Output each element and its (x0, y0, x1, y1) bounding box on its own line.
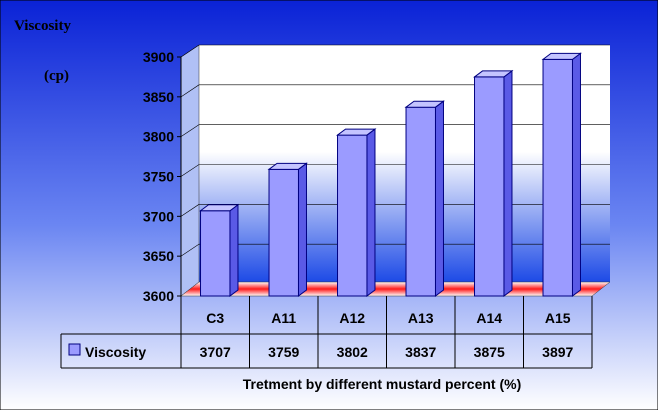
bar-front (542, 58, 573, 297)
bar-top (267, 162, 308, 170)
x-tick-label: A13 (408, 310, 434, 326)
x-tick-label: A14 (476, 310, 502, 326)
bar-A14 (473, 69, 514, 297)
bar-front (268, 168, 299, 297)
gridline (180, 164, 610, 177)
data-label: 3875 (474, 344, 505, 360)
bar-A11 (267, 162, 308, 297)
bar-top (473, 70, 514, 78)
legend-label: Viscosity (85, 344, 146, 360)
y-tick-label: 3900 (143, 49, 174, 65)
x-tick-label: A15 (545, 310, 571, 326)
bar-side (571, 52, 581, 297)
gridline (180, 124, 610, 137)
x-axis-label: Tretment by different mustard percent (%… (243, 376, 522, 392)
bar-side (297, 162, 307, 297)
data-label: 3802 (337, 344, 368, 360)
data-label: 3897 (542, 344, 573, 360)
bar-front (405, 106, 436, 297)
bar-side (503, 69, 513, 297)
gridline (180, 44, 610, 58)
y-tick-label: 3650 (143, 248, 174, 264)
bar-front (337, 134, 368, 297)
x-tick-label: A12 (339, 310, 365, 326)
data-label: 3707 (200, 344, 231, 360)
bar-A13 (404, 100, 445, 297)
bar-C3 (199, 203, 240, 297)
y-tick-label: 3800 (143, 129, 174, 145)
bars (199, 52, 582, 297)
gridlines (180, 44, 610, 257)
bar-side (434, 100, 444, 297)
bar-top (541, 52, 582, 60)
y-axis-ticks: 3600 3650 3700 3750 3800 3850 3900 (143, 49, 182, 304)
y-axis-label-line1: Viscosity (14, 18, 71, 34)
x-tick-label: A11 (271, 310, 296, 326)
bar-front (200, 210, 231, 297)
x-tick-label: C3 (206, 310, 224, 326)
bar-side (229, 203, 239, 297)
bar-top (336, 128, 377, 136)
bar-A15 (541, 52, 582, 297)
bar-side (366, 128, 376, 297)
data-label: 3759 (268, 344, 299, 360)
y-tick-label: 3700 (143, 208, 174, 224)
gridline (180, 84, 610, 98)
y-tick-label: 3750 (143, 169, 174, 185)
bar-front (474, 76, 505, 297)
bar-top (199, 204, 240, 212)
bar-A12 (336, 128, 377, 297)
y-tick-label: 3850 (143, 89, 174, 105)
data-table: C3 3707 A11 3759 A12 3802 A13 3837 A14 3875 A15 389… (60, 296, 593, 369)
bar-top (404, 100, 445, 108)
gridline (180, 243, 610, 257)
legend-swatch (68, 343, 81, 356)
y-tick-label: 3600 (143, 288, 174, 304)
gridline (180, 204, 610, 217)
y-axis-label-line2: (cp) (44, 68, 69, 84)
data-label: 3837 (405, 344, 436, 360)
